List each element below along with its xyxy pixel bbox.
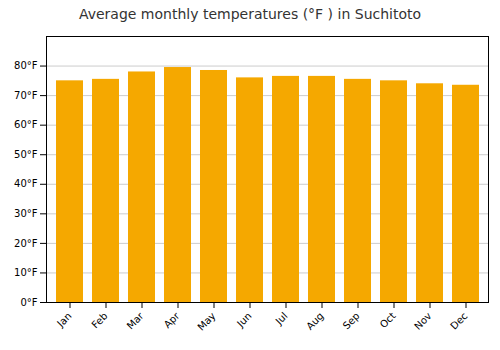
- svg-text:Aug: Aug: [304, 310, 326, 332]
- svg-text:80°F: 80°F: [14, 60, 38, 71]
- svg-text:Dec: Dec: [448, 310, 469, 331]
- svg-text:Feb: Feb: [89, 310, 109, 330]
- svg-text:40°F: 40°F: [14, 178, 38, 189]
- svg-text:Apr: Apr: [162, 310, 183, 331]
- svg-text:Oct: Oct: [378, 310, 398, 330]
- svg-text:10°F: 10°F: [14, 267, 38, 278]
- svg-text:20°F: 20°F: [14, 238, 38, 249]
- svg-text:Jun: Jun: [234, 310, 254, 330]
- svg-text:70°F: 70°F: [14, 90, 38, 101]
- svg-text:Mar: Mar: [125, 310, 147, 332]
- svg-text:30°F: 30°F: [14, 208, 38, 219]
- svg-text:60°F: 60°F: [14, 119, 38, 130]
- svg-text:May: May: [195, 310, 217, 332]
- svg-text:0°F: 0°F: [20, 297, 37, 308]
- svg-text:Sep: Sep: [341, 310, 362, 331]
- svg-text:Jan: Jan: [54, 310, 73, 329]
- svg-text:Nov: Nov: [412, 310, 434, 332]
- svg-text:Jul: Jul: [273, 310, 290, 327]
- svg-text:50°F: 50°F: [14, 149, 38, 160]
- html-text:Average monthly temperatures (: Average monthly temperatures (°F ) in Su…: [78, 6, 422, 22]
